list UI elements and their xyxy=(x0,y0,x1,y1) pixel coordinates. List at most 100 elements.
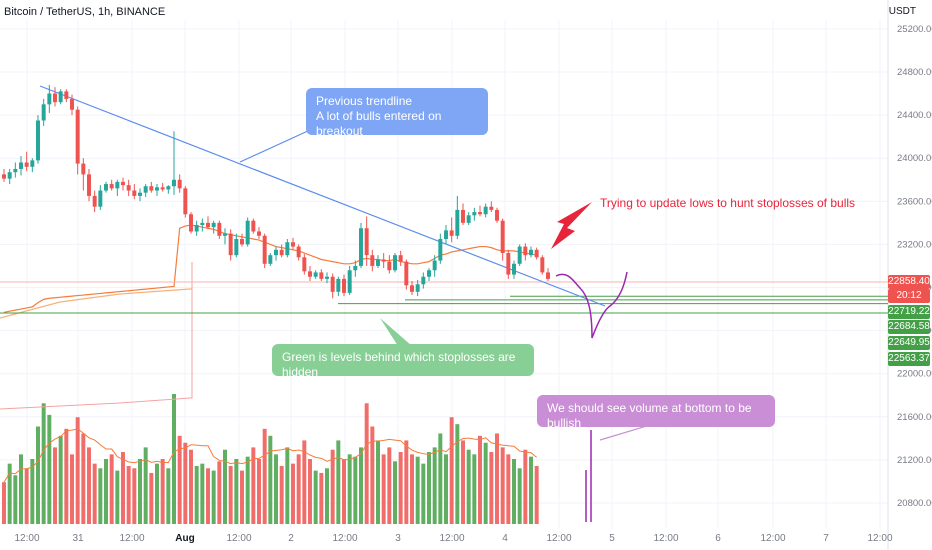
volume-bar xyxy=(506,454,511,524)
x-tick-label: Aug xyxy=(175,533,194,544)
candle-body xyxy=(342,278,346,293)
candle-body xyxy=(30,160,35,167)
candle-body xyxy=(13,168,18,173)
volume-callout-text: We should see volume at bottom to be bul… xyxy=(547,401,752,430)
candle-body xyxy=(262,235,267,264)
volume-bar xyxy=(347,454,352,524)
candle-body xyxy=(308,271,312,277)
candle-body xyxy=(200,222,205,226)
candle-body xyxy=(449,230,454,236)
volume-bar xyxy=(398,452,403,524)
candle-body xyxy=(70,98,74,110)
candle-body xyxy=(285,242,290,256)
candle-body xyxy=(296,246,301,258)
volume-bar xyxy=(393,461,397,524)
volume-bar xyxy=(296,454,301,524)
volume-bar xyxy=(336,440,341,524)
volume-bar xyxy=(149,472,154,524)
candle-body xyxy=(466,215,471,223)
candle-body xyxy=(534,249,539,258)
candle-series xyxy=(2,84,550,299)
volume-bar xyxy=(421,463,426,524)
volume-bar xyxy=(257,459,261,524)
volume-bar xyxy=(24,468,29,524)
volume-bar xyxy=(172,394,176,524)
volume-bar xyxy=(529,456,533,524)
candle-body xyxy=(353,265,358,271)
volume-bar xyxy=(58,435,63,524)
moving-average-line xyxy=(3,224,537,313)
volume-bar xyxy=(53,447,57,524)
volume-bar xyxy=(461,440,465,524)
candle-body xyxy=(217,222,222,236)
volume-bar xyxy=(109,454,114,524)
candle-body xyxy=(160,187,165,190)
volume-bar xyxy=(285,447,290,524)
candle-body xyxy=(455,209,460,236)
candle-body xyxy=(325,276,329,279)
volume-bar xyxy=(211,470,216,524)
volume-bar xyxy=(370,426,375,524)
volume-bar xyxy=(262,428,267,524)
volume-bar xyxy=(19,454,23,524)
candle-body xyxy=(495,209,499,221)
x-tick-label: 12:00 xyxy=(867,533,892,544)
x-tick-label: 3 xyxy=(395,533,401,544)
candle-body xyxy=(404,261,409,286)
candle-body xyxy=(75,109,80,164)
volume-bar xyxy=(47,414,52,524)
candle-body xyxy=(126,185,131,191)
long-ma-line-2 xyxy=(0,262,193,410)
volume-bar xyxy=(274,454,278,524)
x-tick-label: 12:00 xyxy=(226,533,251,544)
candle-body xyxy=(211,222,216,228)
green-levels-callout-text: Green is levels behind which stoplosses … xyxy=(282,350,516,379)
candle-body xyxy=(194,225,199,232)
x-tick-label: 12:00 xyxy=(653,533,678,544)
x-tick-label: 12:00 xyxy=(119,533,144,544)
volume-bar xyxy=(512,459,516,524)
volume-bars xyxy=(2,394,539,524)
volume-bar xyxy=(489,452,494,524)
volume-bar xyxy=(313,470,318,524)
candle-body xyxy=(121,181,125,186)
trendline-callout[interactable]: Previous trendline A lot of bulls entere… xyxy=(306,88,488,138)
candle-body xyxy=(393,255,397,271)
volume-bar xyxy=(166,468,171,524)
trendline-callout-line2: A lot of bulls entered on breakout xyxy=(316,109,442,138)
candle-body xyxy=(223,233,227,236)
volume-bar xyxy=(177,435,182,524)
green-levels-callout[interactable]: Green is levels behind which stoplosses … xyxy=(272,344,534,379)
volume-bar xyxy=(517,468,522,524)
candle-body xyxy=(143,186,148,193)
candle-body xyxy=(279,249,284,256)
candle-body xyxy=(500,220,505,254)
candle-body xyxy=(109,184,114,189)
lows-annotation[interactable]: Trying to update lows to hunt stoplosses… xyxy=(600,196,856,210)
candle-body xyxy=(347,270,352,293)
x-tick-label: 12:00 xyxy=(760,533,785,544)
candle-body xyxy=(330,276,335,292)
level-tag-1: 22719.22 xyxy=(888,305,930,319)
x-tick-label: 4 xyxy=(502,533,508,544)
volume-bar xyxy=(194,465,199,524)
volume-bar xyxy=(228,465,233,524)
candle-body xyxy=(432,260,437,271)
volume-bar xyxy=(160,459,165,524)
candle-body xyxy=(183,188,188,215)
time-axis: 12:00 31 12:00 Aug 12:00 2 12:00 3 12:00 4 12:00 5 1… xyxy=(14,533,892,544)
volume-bar xyxy=(13,475,18,524)
volume-bar xyxy=(495,433,499,524)
candle-body xyxy=(19,162,23,169)
candle-body xyxy=(387,261,392,271)
volume-bar xyxy=(415,456,420,524)
volume-bar xyxy=(92,463,97,524)
volume-bar xyxy=(138,459,142,524)
candle-body xyxy=(381,259,386,262)
y-tick-label: 21600.00 xyxy=(897,412,932,423)
candle-body xyxy=(427,270,431,277)
candle-body xyxy=(92,195,97,207)
y-tick-label: 23600.00 xyxy=(897,196,932,207)
volume-callout[interactable]: We should see volume at bottom to be bul… xyxy=(537,395,775,430)
